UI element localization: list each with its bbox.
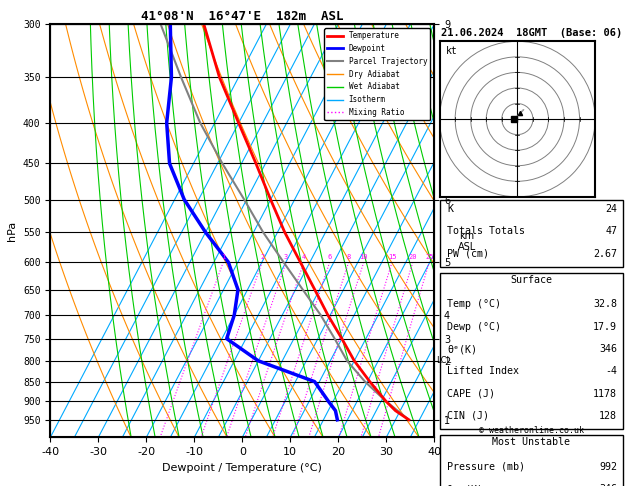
- Text: θᵉ (K): θᵉ (K): [447, 484, 483, 486]
- Text: 2.67: 2.67: [593, 249, 617, 259]
- Text: PW (cm): PW (cm): [447, 249, 489, 259]
- Text: 3: 3: [284, 254, 288, 260]
- Text: 21.06.2024  18GMT  (Base: 06): 21.06.2024 18GMT (Base: 06): [441, 29, 622, 38]
- Title: 41°08'N  16°47'E  182m  ASL: 41°08'N 16°47'E 182m ASL: [141, 10, 343, 23]
- Text: CIN (J): CIN (J): [447, 411, 489, 421]
- Text: 17.9: 17.9: [593, 322, 617, 332]
- Text: θᵉ(K): θᵉ(K): [447, 344, 477, 354]
- Text: 20: 20: [409, 254, 417, 260]
- Text: Surface: Surface: [510, 275, 552, 285]
- Text: 992: 992: [599, 462, 617, 472]
- Text: 15: 15: [388, 254, 396, 260]
- Text: 1: 1: [221, 254, 225, 260]
- Text: 47: 47: [605, 226, 617, 236]
- Text: 10: 10: [360, 254, 368, 260]
- Legend: Temperature, Dewpoint, Parcel Trajectory, Dry Adiabat, Wet Adiabat, Isotherm, Mi: Temperature, Dewpoint, Parcel Trajectory…: [325, 28, 430, 120]
- Text: -4: -4: [605, 366, 617, 376]
- Text: 346: 346: [599, 344, 617, 354]
- Bar: [440, 273, 623, 429]
- Text: 128: 128: [599, 411, 617, 421]
- Text: 346: 346: [599, 484, 617, 486]
- X-axis label: Dewpoint / Temperature (°C): Dewpoint / Temperature (°C): [162, 463, 322, 473]
- Text: kt: kt: [446, 46, 457, 56]
- Text: 24: 24: [605, 204, 617, 214]
- Text: 4: 4: [302, 254, 306, 260]
- Text: Pressure (mb): Pressure (mb): [447, 462, 525, 472]
- Bar: [440, 200, 623, 267]
- Text: 8: 8: [347, 254, 351, 260]
- Text: 32.8: 32.8: [593, 299, 617, 310]
- Text: Totals Totals: Totals Totals: [447, 226, 525, 236]
- Text: Most Unstable: Most Unstable: [493, 437, 571, 448]
- Text: K: K: [447, 204, 454, 214]
- Text: 2: 2: [260, 254, 264, 260]
- Bar: [440, 435, 623, 486]
- Text: 6: 6: [328, 254, 332, 260]
- Text: CAPE (J): CAPE (J): [447, 389, 495, 399]
- Text: Lifted Index: Lifted Index: [447, 366, 519, 376]
- Text: Temp (°C): Temp (°C): [447, 299, 501, 310]
- Text: 1178: 1178: [593, 389, 617, 399]
- Text: © weatheronline.co.uk: © weatheronline.co.uk: [479, 426, 584, 435]
- Y-axis label: hPa: hPa: [8, 221, 18, 241]
- Y-axis label: km
ASL: km ASL: [458, 231, 476, 252]
- Text: Dewp (°C): Dewp (°C): [447, 322, 501, 332]
- Text: 25: 25: [425, 254, 433, 260]
- Text: LCL: LCL: [436, 356, 451, 365]
